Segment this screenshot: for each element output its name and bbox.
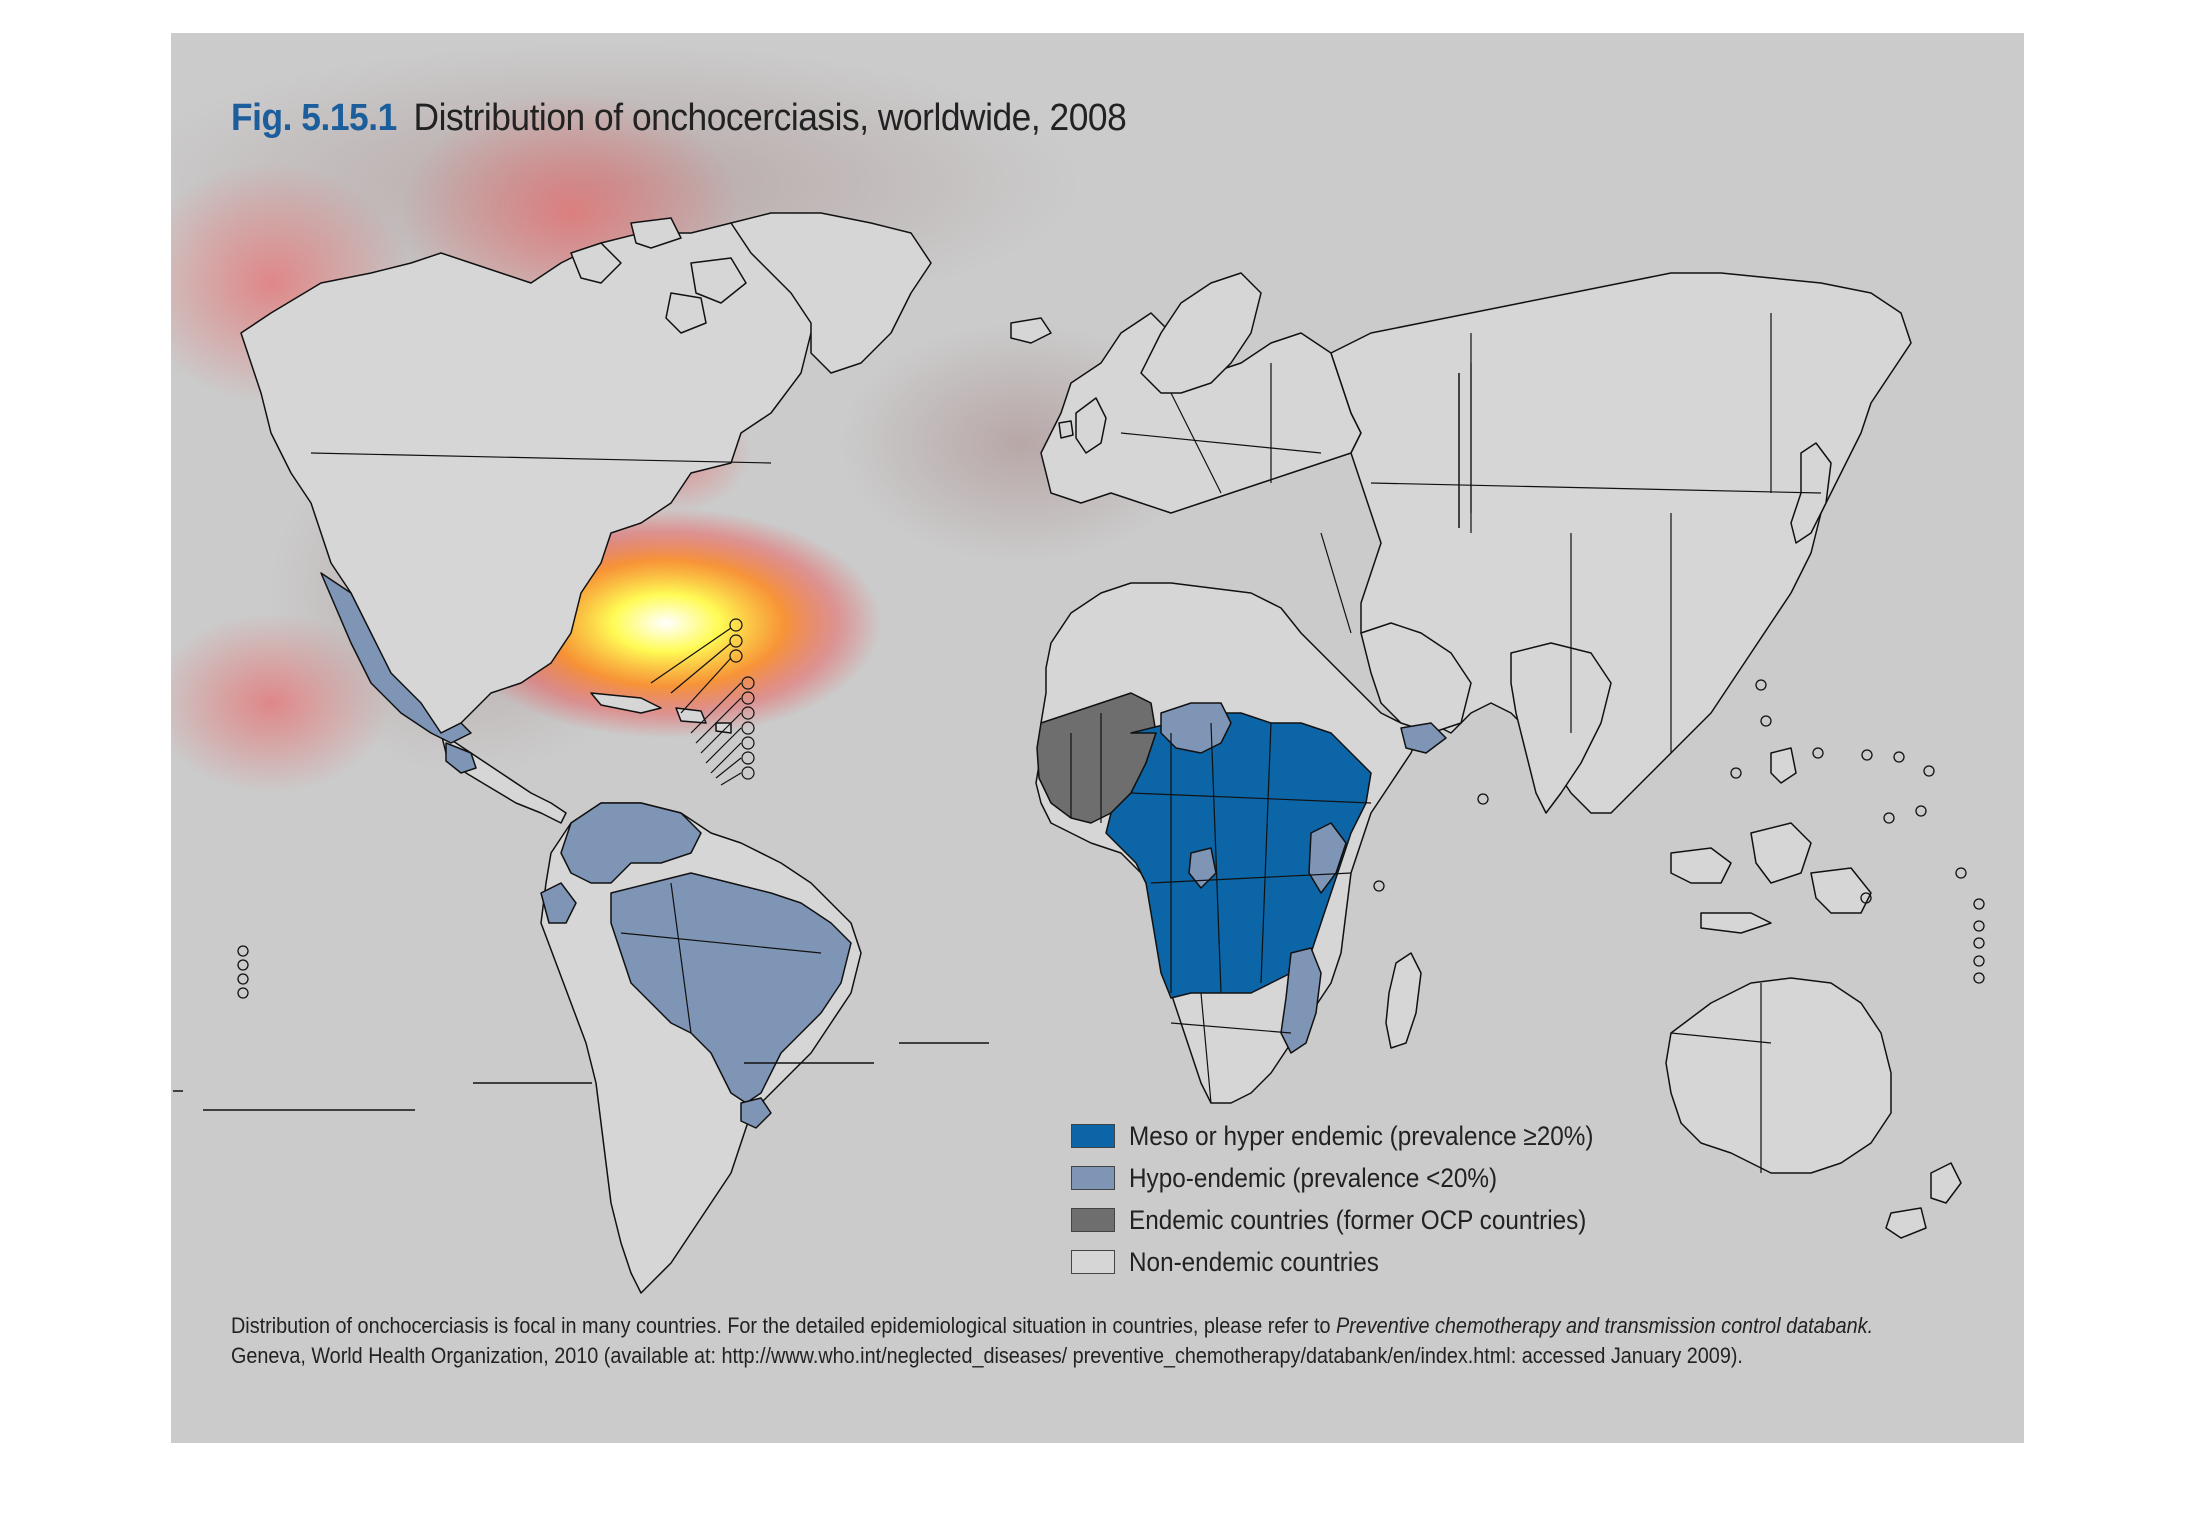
legend-label: Hypo-endemic (prevalence <20%)	[1129, 1162, 1498, 1193]
country-borders	[310, 313, 1822, 1173]
legend-item-non-endemic: Non-endemic countries	[1071, 1241, 1645, 1283]
yemen-hypo	[1400, 722, 1447, 754]
caribbean-callouts	[650, 618, 755, 786]
legend-label: Endemic countries (former OCP countries)	[1129, 1204, 1587, 1235]
legend-item-ocp: Endemic countries (former OCP countries)	[1071, 1199, 1645, 1241]
footnote-text: Distribution of onchocerciasis is focal …	[231, 1313, 1336, 1338]
figure-number: Fig. 5.15.1	[231, 97, 397, 139]
footnote-line-2: Geneva, World Health Organization, 2010 …	[231, 1343, 1743, 1368]
legend-label: Non-endemic countries	[1129, 1246, 1379, 1277]
legend: Meso or hyper endemic (prevalence ≥20%) …	[1071, 1115, 1645, 1283]
footnote-databank-title: Preventive chemotherapy and transmission…	[1335, 1313, 1874, 1338]
figure-footnote: Distribution of onchocerciasis is focal …	[231, 1311, 1873, 1371]
figure-title-text: Distribution of onchocerciasis, worldwid…	[413, 97, 1127, 139]
legend-swatch-ocp	[1071, 1208, 1115, 1232]
legend-swatch-non-endemic	[1071, 1250, 1115, 1274]
uruguay-hypo	[740, 1097, 772, 1129]
legend-label: Meso or hyper endemic (prevalence ≥20%)	[1129, 1120, 1594, 1151]
central-africa-meso	[1105, 712, 1372, 999]
legend-item-hypo: Hypo-endemic (prevalence <20%)	[1071, 1157, 1645, 1199]
australia	[1665, 977, 1892, 1174]
malawi-moz-hypo	[1280, 947, 1322, 1054]
greenland	[730, 212, 932, 374]
ecuador-hypo	[540, 882, 577, 924]
legend-item-meso: Meso or hyper endemic (prevalence ≥20%)	[1071, 1115, 1645, 1157]
island-markers	[237, 679, 1985, 999]
legend-swatch-hypo	[1071, 1166, 1115, 1190]
mexico-hypo	[320, 572, 472, 744]
endemic-regions	[320, 572, 1447, 1129]
sudan-north-hypo	[1160, 702, 1232, 754]
venezuela-colombia-hypo	[560, 802, 702, 884]
north-america	[240, 222, 832, 734]
figure-title: Fig. 5.15.1 Distribution of onchocerciasi…	[231, 97, 1127, 140]
footnote-line-1: Distribution of onchocerciasis is focal …	[231, 1311, 1873, 1341]
map-lines	[173, 373, 1460, 1111]
guatemala-hypo	[445, 742, 477, 774]
legend-swatch-meso	[1071, 1124, 1115, 1148]
world-map	[171, 43, 1985, 1294]
brazil-hypo	[610, 872, 852, 1104]
figure-panel: Fig. 5.15.1 Distribution of onchocerciasi…	[171, 33, 2024, 1443]
kenya-hypo	[1308, 822, 1347, 894]
